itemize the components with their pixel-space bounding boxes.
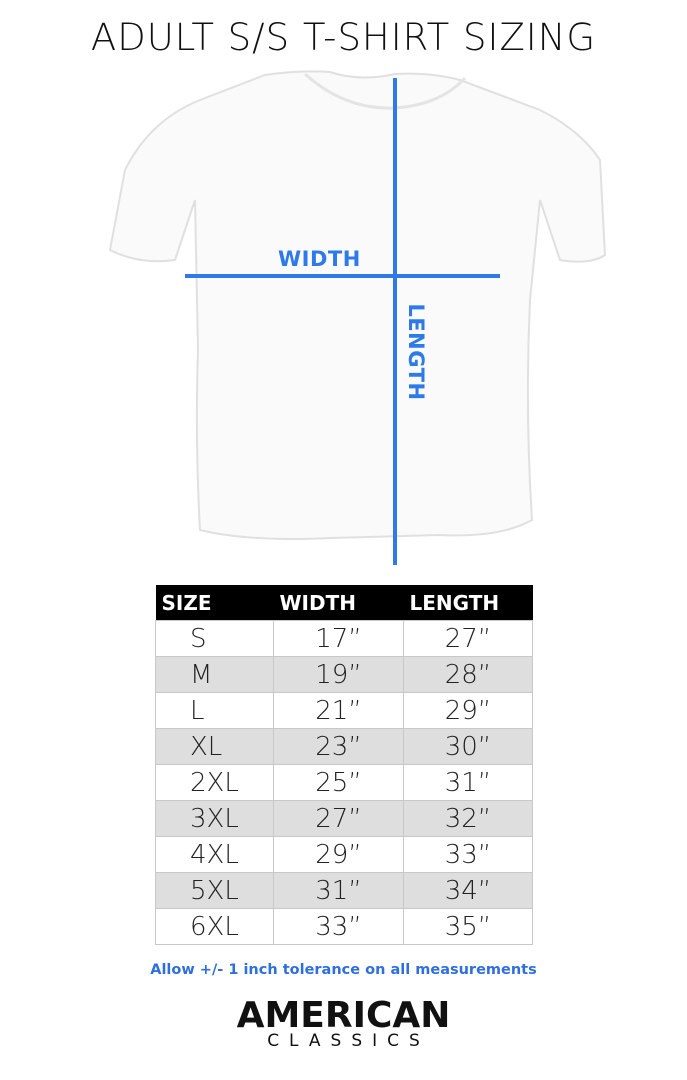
size-table: SIZE WIDTH LENGTH S 17” 27” M 19” 28” L 21” 29” X… [155,585,533,945]
table-row: L 21” 29” [155,692,533,729]
table-row: XL 23” 30” [155,728,533,765]
size-cell: 6XL [155,908,274,945]
length-cell: 30” [403,728,533,765]
table-row: 3XL 27” 32” [155,800,533,837]
length-cell: 29” [403,692,533,729]
header-length: LENGTH [403,585,533,621]
size-cell: L [155,692,274,729]
length-cell: 34” [403,872,533,909]
page-title: ADULT S/S T-SHIRT SIZING [90,16,597,59]
table-row: 2XL 25” 31” [155,764,533,801]
size-cell: XL [155,728,274,765]
tshirt-shape [108,70,607,540]
size-cell: 2XL [155,764,274,801]
width-cell: 29” [273,836,404,873]
size-cell: M [155,656,274,693]
width-cell: 17” [273,620,404,657]
length-label: LENGTH [404,303,428,401]
length-cell: 33” [403,836,533,873]
logo-line2: CLASSICS [267,1031,430,1051]
table-row: 4XL 29” 33” [155,836,533,873]
length-cell: 32” [403,800,533,837]
tshirt-diagram [108,70,607,565]
width-cell: 33” [273,908,404,945]
length-cell: 35” [403,908,533,945]
length-cell: 31” [403,764,533,801]
size-cell: 3XL [155,800,274,837]
tolerance-note: Allow +/- 1 inch tolerance on all measur… [150,962,537,978]
logo-line1: AMERICAN [236,995,451,1036]
width-cell: 21” [273,692,404,729]
size-cell: S [155,620,274,657]
header-size: SIZE [155,585,274,621]
table-row: 6XL 33” 35” [155,908,533,945]
width-label: WIDTH [278,247,361,271]
width-cell: 19” [273,656,404,693]
table-row: S 17” 27” [155,620,533,657]
size-cell: 4XL [155,836,274,873]
table-row: 5XL 31” 34” [155,872,533,909]
table-row: M 19” 28” [155,656,533,693]
length-cell: 28” [403,656,533,693]
size-cell: 5XL [155,872,274,909]
width-cell: 23” [273,728,404,765]
header-width: WIDTH [273,585,404,621]
length-cell: 27” [403,620,533,657]
width-cell: 27” [273,800,404,837]
width-cell: 25” [273,764,404,801]
width-cell: 31” [273,872,404,909]
